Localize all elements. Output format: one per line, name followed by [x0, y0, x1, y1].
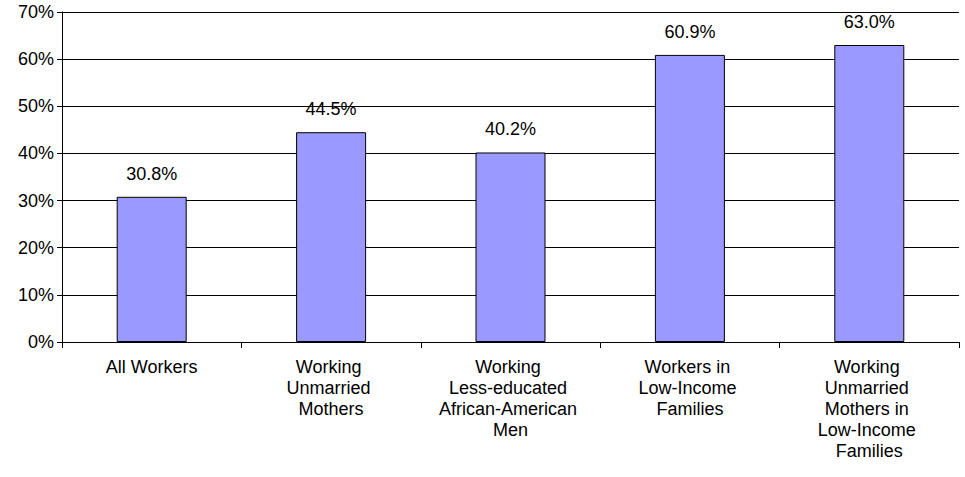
svg-text:0%: 0%: [28, 332, 54, 352]
svg-text:60.9%: 60.9%: [664, 22, 715, 42]
svg-text:Unmarried: Unmarried: [825, 378, 914, 398]
svg-text:Working: Working: [475, 357, 546, 377]
svg-text:Workers in: Workers in: [645, 357, 736, 377]
svg-text:Men: Men: [493, 420, 528, 440]
svg-text:Less-educated: Less-educated: [449, 378, 572, 398]
svg-text:Low-Income: Low-Income: [818, 420, 921, 440]
svg-text:All Workers: All Workers: [106, 357, 198, 377]
svg-text:Families: Families: [656, 399, 723, 419]
svg-text:African-American: African-American: [439, 399, 582, 419]
svg-text:20%: 20%: [18, 238, 54, 258]
svg-text:70%: 70%: [18, 2, 54, 22]
svg-text:44.5%: 44.5%: [306, 99, 357, 119]
svg-text:30.8%: 30.8%: [126, 164, 177, 184]
svg-text:Working: Working: [834, 357, 905, 377]
svg-text:Working: Working: [296, 357, 367, 377]
svg-text:40.2%: 40.2%: [485, 119, 536, 139]
svg-text:Mothers: Mothers: [299, 399, 364, 419]
svg-text:Low-Income: Low-Income: [638, 378, 741, 398]
svg-text:10%: 10%: [18, 285, 54, 305]
svg-text:60%: 60%: [18, 49, 54, 69]
svg-text:Unmarried: Unmarried: [287, 378, 376, 398]
svg-text:30%: 30%: [18, 191, 54, 211]
svg-text:50%: 50%: [18, 96, 54, 116]
svg-text:Families: Families: [836, 441, 903, 461]
svg-text:Mothers in: Mothers in: [825, 399, 914, 419]
svg-text:40%: 40%: [18, 143, 54, 163]
svg-text:63.0%: 63.0%: [844, 12, 895, 32]
